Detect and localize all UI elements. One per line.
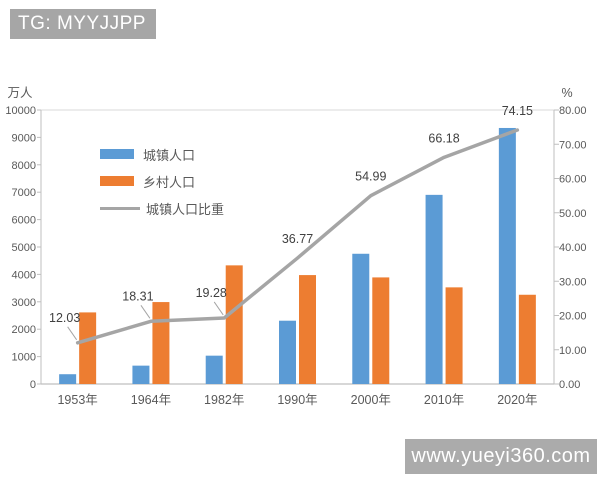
urban-population-bar xyxy=(205,355,223,384)
urban-population-bar xyxy=(352,253,370,384)
left-axis-tick-label: 7000 xyxy=(12,187,36,199)
right-axis-title: % xyxy=(561,86,572,100)
rural-population-bar xyxy=(152,302,170,384)
site-watermark-text: www.yueyi360.com xyxy=(411,445,591,467)
share-data-label: 74.15 xyxy=(502,104,533,118)
share-data-label: 66.18 xyxy=(428,131,459,145)
urban-population-bar xyxy=(59,374,77,384)
x-axis-category-label: 1964年 xyxy=(131,393,171,407)
left-axis-title: 万人 xyxy=(7,86,33,100)
site-watermark-badge: www.yueyi360.com xyxy=(405,439,597,474)
rural-legend-swatch-icon xyxy=(100,176,134,186)
urban-population-bar xyxy=(425,194,443,384)
right-axis-tick-label: 50.00 xyxy=(559,208,587,220)
urban-population-bar xyxy=(132,365,150,384)
right-axis-tick-label: 10.00 xyxy=(559,345,587,357)
share-data-label: 19.28 xyxy=(196,286,227,300)
x-axis-category-label: 1982年 xyxy=(204,393,244,407)
tg-watermark-text: TG: MYYJJPP xyxy=(18,13,146,34)
rural-population-bar xyxy=(518,294,536,384)
legend-item-rural: 乡村人口 xyxy=(100,174,224,190)
left-axis-tick-label: 3000 xyxy=(12,297,36,309)
right-axis-tick-label: 60.00 xyxy=(559,174,587,186)
urban-population-bar xyxy=(498,127,516,385)
share-data-label: 36.77 xyxy=(282,232,313,246)
tg-watermark-badge: TG: MYYJJPP xyxy=(10,9,156,39)
left-axis-tick-label: 8000 xyxy=(12,160,36,172)
left-axis-tick-label: 2000 xyxy=(12,324,36,336)
data-label-leader-line xyxy=(213,301,224,316)
legend-item-share: 城镇人口比重 xyxy=(100,201,225,217)
left-axis-tick-label: 9000 xyxy=(12,132,36,144)
x-axis-category-label: 2020年 xyxy=(497,393,537,407)
right-axis-tick-label: 20.00 xyxy=(559,311,587,323)
right-axis-tick-label: 0.00 xyxy=(559,379,580,391)
urban-legend-swatch-icon xyxy=(100,149,134,159)
data-label-leader-line xyxy=(140,305,151,319)
rural-population-bar xyxy=(445,287,463,384)
share-data-label: 12.03 xyxy=(49,311,80,325)
left-axis-tick-label: 4000 xyxy=(12,269,36,281)
left-axis-tick-label: 0 xyxy=(30,379,36,391)
legend-label-urban: 城镇人口 xyxy=(143,147,196,163)
rural-population-bar xyxy=(225,265,243,384)
left-axis-tick-label: 6000 xyxy=(12,215,36,227)
rural-population-bar xyxy=(299,275,316,384)
right-axis-tick-label: 70.00 xyxy=(559,139,587,151)
share-data-label: 54.99 xyxy=(355,170,386,184)
legend-label-rural: 乡村人口 xyxy=(143,174,196,190)
rural-population-bar xyxy=(372,277,390,384)
x-axis-category-label: 1990年 xyxy=(277,393,317,407)
right-axis-tick-label: 40.00 xyxy=(559,242,587,254)
data-label-leader-line xyxy=(67,326,78,341)
right-axis-tick-label: 30.00 xyxy=(559,276,587,288)
share-legend-line-icon xyxy=(100,206,140,210)
left-axis-tick-label: 5000 xyxy=(12,242,36,254)
legend-item-urban: 城镇人口 xyxy=(100,147,224,163)
chart-legend: 城镇人口 乡村人口 城镇人口比重 xyxy=(100,147,225,217)
rural-population-bar xyxy=(79,312,97,384)
left-axis-tick-label: 1000 xyxy=(12,352,36,364)
right-axis-tick-label: 80.00 xyxy=(559,105,587,117)
x-axis-category-label: 1953年 xyxy=(57,393,97,407)
x-axis-category-label: 2010年 xyxy=(424,393,464,407)
urban-population-bar xyxy=(279,320,296,384)
legend-label-share: 城镇人口比重 xyxy=(146,201,225,217)
left-axis-tick-label: 10000 xyxy=(5,105,36,117)
share-data-label: 18.31 xyxy=(122,289,153,303)
urban-share-line xyxy=(75,128,520,345)
x-axis-category-label: 2000年 xyxy=(351,393,391,407)
